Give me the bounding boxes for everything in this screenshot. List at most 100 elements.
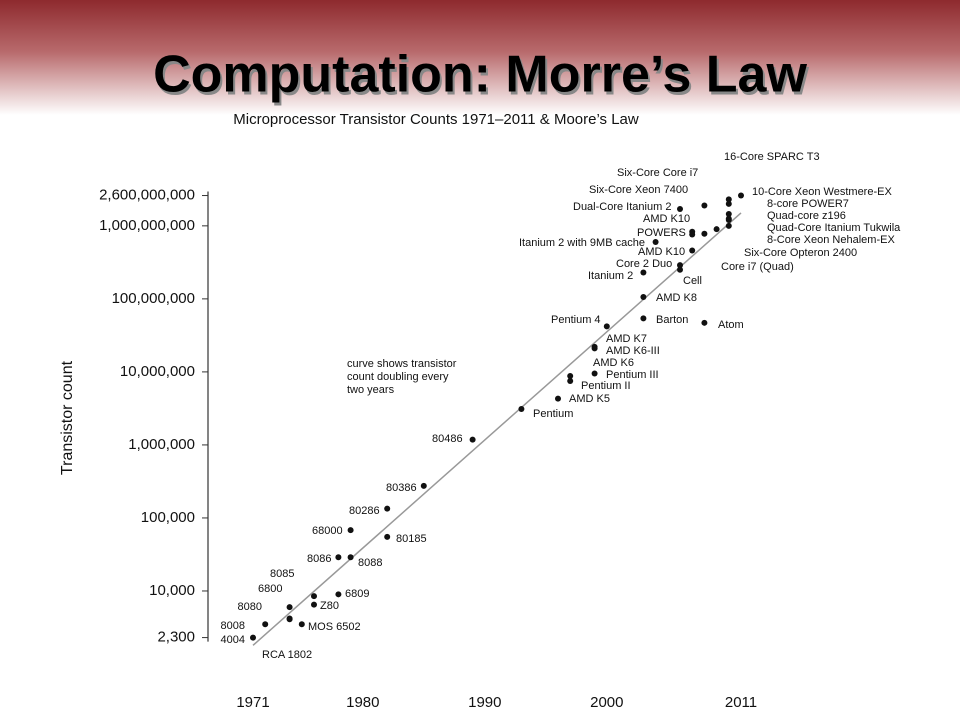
x-tick-label: 1971 xyxy=(236,694,269,711)
data-point xyxy=(701,319,708,326)
y-tick-label: 2,600,000,000 xyxy=(99,187,195,204)
data-point xyxy=(701,202,708,209)
data-point xyxy=(677,262,683,269)
data-point xyxy=(725,211,732,218)
chart-title: Microprocessor Transistor Counts 1971–20… xyxy=(233,111,639,128)
data-point xyxy=(738,192,744,199)
data-point xyxy=(335,554,342,561)
data-point xyxy=(725,222,732,229)
annotation: count doubling every xyxy=(347,371,449,383)
point-label: AMD K6-III xyxy=(606,345,660,357)
point-label: 6809 xyxy=(345,588,369,600)
y-tick-label: 1,000,000 xyxy=(128,436,195,453)
data-point xyxy=(384,505,391,512)
y-tick-label: 10,000 xyxy=(149,582,195,599)
y-axis-label: Transistor count xyxy=(59,360,76,475)
data-point xyxy=(335,591,342,598)
data-point xyxy=(555,395,561,402)
data-point xyxy=(567,378,574,385)
data-point xyxy=(640,315,647,322)
data-point xyxy=(640,294,647,301)
title-shadow: Computation: Morre’s Law xyxy=(155,49,809,107)
data-point xyxy=(311,601,317,608)
data-point xyxy=(311,593,317,600)
point-label: Pentium III xyxy=(606,369,659,381)
point-label: 8-Core Xeon Nehalem-EX xyxy=(767,234,895,246)
data-point xyxy=(640,269,647,276)
point-label: 68000 xyxy=(312,525,343,537)
point-label: AMD K10 xyxy=(643,213,690,225)
point-label: Six-Core Xeon 7400 xyxy=(589,184,688,196)
point-label: AMD K8 xyxy=(656,292,697,304)
point-label: 8088 xyxy=(358,557,382,569)
point-label: Pentium II xyxy=(581,380,631,392)
point-label: 8-core POWER7 xyxy=(767,198,849,210)
annotation: curve shows transistor xyxy=(347,358,457,370)
point-label: 8085 xyxy=(270,568,294,580)
point-label: Six-Core Opteron 2400 xyxy=(744,247,857,259)
data-point xyxy=(689,247,696,254)
data-point xyxy=(567,372,574,379)
point-label: Itanium 2 xyxy=(588,270,633,282)
data-point xyxy=(701,230,708,237)
point-label: AMD K10 xyxy=(638,246,685,258)
point-label: Pentium 4 xyxy=(551,314,601,326)
data-point xyxy=(725,217,732,224)
data-point xyxy=(286,604,293,611)
x-tick-label: 2011 xyxy=(725,694,757,711)
point-label: Itanium 2 with 9MB cache xyxy=(519,237,645,249)
point-label: Pentium xyxy=(533,408,573,420)
y-tick-label: 1,000,000,000 xyxy=(99,217,195,234)
data-point xyxy=(420,482,427,489)
point-label: Core 2 Duo xyxy=(616,258,672,270)
point-label: Quad-core z196 xyxy=(767,210,846,222)
data-point xyxy=(677,266,683,273)
point-label: Quad-Core Itanium Tukwila xyxy=(767,222,901,234)
y-tick-label: 2,300 xyxy=(157,629,195,646)
point-label: Core i7 (Quad) xyxy=(721,261,794,273)
x-tick-label: 1980 xyxy=(346,694,379,711)
point-label: 10-Core Xeon Westmere-EX xyxy=(752,186,892,198)
point-label: Dual-Core Itanium 2 xyxy=(573,201,671,213)
point-label: Six-Core Core i7 xyxy=(617,167,698,179)
data-point xyxy=(250,634,256,641)
y-tick-label: 10,000,000 xyxy=(120,363,195,380)
data-point xyxy=(286,616,293,623)
y-tick-label: 100,000,000 xyxy=(112,290,195,307)
point-label: 8008 xyxy=(221,620,245,632)
data-point xyxy=(591,345,598,352)
y-tick-label: 100,000 xyxy=(141,509,195,526)
point-label: 80286 xyxy=(349,505,380,517)
data-point xyxy=(603,323,610,330)
point-label: 4004 xyxy=(221,634,245,646)
data-point xyxy=(689,231,696,238)
point-label: 6800 xyxy=(258,583,282,595)
point-label: Cell xyxy=(683,275,702,287)
point-label: MOS 6502 xyxy=(308,621,361,633)
trend-line xyxy=(252,212,742,646)
point-label: Barton xyxy=(656,314,688,326)
point-label: AMD K5 xyxy=(569,393,610,405)
plot: 2,300 10,000 100,000 1,000,000 10,000,000 100… xyxy=(99,151,901,711)
data-point xyxy=(518,406,525,413)
data-point xyxy=(725,200,732,207)
point-label: 80185 xyxy=(396,533,427,545)
point-label: 8080 xyxy=(238,601,262,613)
data-point xyxy=(725,196,732,203)
slide-title: Computation: Morre’s Law xyxy=(153,46,807,104)
point-label: RCA 1802 xyxy=(262,649,312,661)
point-label: 16-Core SPARC T3 xyxy=(724,151,820,163)
point-label: 8086 xyxy=(307,553,331,565)
data-point xyxy=(384,533,391,540)
x-tick-label: 2000 xyxy=(590,694,623,711)
data-point xyxy=(652,239,659,246)
point-label: Atom xyxy=(718,319,744,331)
point-label: Z80 xyxy=(320,600,339,612)
data-point xyxy=(469,436,476,443)
header-band xyxy=(0,0,960,115)
point-label: 80386 xyxy=(386,482,417,494)
x-tick-label: 1990 xyxy=(468,694,501,711)
data-point xyxy=(298,621,305,628)
annotation: two years xyxy=(347,384,395,396)
